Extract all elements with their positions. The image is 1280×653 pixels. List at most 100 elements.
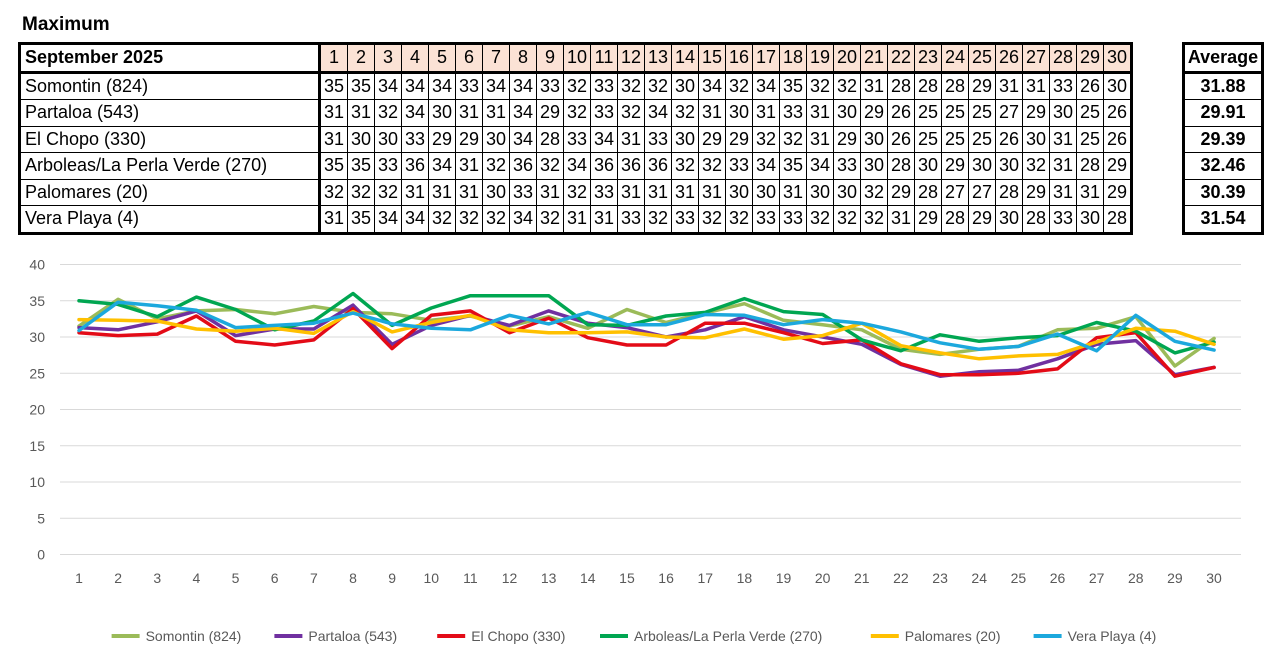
series-line-5: [77, 300, 1216, 353]
temperature-cell: 30: [1076, 205, 1104, 234]
series-line-2: [77, 306, 1216, 378]
day-header-cell: 26: [995, 43, 1023, 74]
temperature-cell: 30: [1103, 71, 1132, 100]
day-header-cell: 10: [563, 43, 591, 74]
temperature-cell: 32: [563, 71, 591, 100]
temperature-cell: 29: [860, 99, 888, 127]
temperature-cell: 29: [455, 125, 483, 153]
temperature-cell: 32: [698, 205, 726, 234]
temperature-cell: 25: [1076, 125, 1104, 153]
day-header-cell: 21: [860, 43, 888, 74]
temperature-cell: 34: [401, 99, 429, 127]
x-tick-label: 25: [1011, 570, 1027, 586]
temperature-cell: 29: [1103, 152, 1132, 180]
average-row: 29.91: [1183, 99, 1263, 127]
day-header-cell: 25: [968, 43, 996, 74]
series-line-4: [77, 309, 1216, 361]
temperature-cell: 30: [806, 178, 834, 206]
station-name: Somontin (824): [19, 71, 321, 100]
temperature-cell: 33: [1049, 205, 1077, 234]
temperature-cell: 36: [509, 152, 537, 180]
table-row: Partaloa (543) 31 31 32 34 30 31 31 34 29 32 33 32 34…: [19, 99, 1132, 127]
day-header-cell: 30: [1103, 43, 1132, 74]
x-tick-label: 22: [893, 570, 909, 586]
temperature-cell: 35: [319, 152, 348, 180]
day-header-cell: 4: [401, 43, 429, 74]
temperature-cell: 31: [1049, 125, 1077, 153]
temperature-cell: 31: [779, 178, 807, 206]
temperature-cell: 34: [428, 152, 456, 180]
table-row: Palomares (20) 32 32 32 31 31 31 30 33 31 32 33 31 31…: [19, 178, 1132, 206]
temperature-cell: 36: [617, 152, 645, 180]
x-tick-label: 1: [75, 570, 83, 586]
temperature-cell: 32: [1022, 152, 1050, 180]
y-tick-label: 10: [29, 474, 45, 490]
temperature-cell: 32: [536, 152, 564, 180]
temperature-cell: 32: [860, 178, 888, 206]
x-tick-label: 15: [619, 570, 635, 586]
day-header-cell: 27: [1022, 43, 1050, 74]
day-header-cell: 17: [752, 43, 780, 74]
temperature-cell: 31: [860, 71, 888, 100]
temperature-cell: 28: [941, 71, 969, 100]
temperature-cell: 34: [509, 205, 537, 234]
temperature-cell: 29: [968, 205, 996, 234]
station-name: Palomares (20): [19, 178, 321, 206]
temperature-cell: 35: [347, 205, 375, 234]
temperature-cell: 31: [617, 125, 645, 153]
temperature-cell: 31: [319, 99, 348, 127]
temperature-cell: 30: [833, 99, 861, 127]
x-tick-label: 2: [114, 570, 122, 586]
day-header-cell: 13: [644, 43, 672, 74]
temperature-cell: 30: [347, 125, 375, 153]
x-tick-label: 13: [541, 570, 557, 586]
average-row: 29.39: [1183, 125, 1263, 153]
x-tick-label: 17: [697, 570, 713, 586]
temperature-cell: 32: [455, 205, 483, 234]
x-tick-label: 21: [854, 570, 870, 586]
temperature-cell: 32: [319, 178, 348, 206]
average-value: 31.88: [1183, 71, 1263, 100]
x-tick-label: 14: [580, 570, 596, 586]
average-header-row: Average: [1183, 43, 1263, 74]
day-header-cell: 19: [806, 43, 834, 74]
temperature-cell: 32: [806, 205, 834, 234]
temperature-cell: 30: [725, 178, 753, 206]
average-row: 30.39: [1183, 178, 1263, 206]
temperature-cell: 32: [482, 205, 510, 234]
temperature-cell: 33: [617, 205, 645, 234]
day-header-cell: 15: [698, 43, 726, 74]
temperature-cell: 25: [968, 125, 996, 153]
temperature-cell: 33: [563, 125, 591, 153]
table-row: Somontin (824) 35 35 34 34 34 33 34 34 33 32 33 32 32…: [19, 71, 1132, 100]
temperature-cell: 32: [833, 71, 861, 100]
day-header-cell: 3: [374, 43, 402, 74]
temperature-cell: 32: [428, 205, 456, 234]
day-header-cell: 7: [482, 43, 510, 74]
temperature-cell: 34: [563, 152, 591, 180]
temperature-cell: 32: [752, 125, 780, 153]
station-name: Partaloa (543): [19, 99, 321, 127]
temperature-cell: 34: [374, 205, 402, 234]
temperature-cell: 33: [752, 205, 780, 234]
temperature-cell: 30: [833, 178, 861, 206]
temperature-cell: 31: [1049, 152, 1077, 180]
temperature-cell: 31: [752, 99, 780, 127]
legend-item: El Chopo (330): [437, 628, 565, 644]
temperature-cell: 28: [995, 178, 1023, 206]
temperature-cell: 33: [644, 125, 672, 153]
temperature-cell: 34: [806, 152, 834, 180]
temperature-cell: 28: [1076, 152, 1104, 180]
x-tick-label: 12: [502, 570, 518, 586]
temperature-cell: 32: [644, 205, 672, 234]
temperature-cell: 26: [1103, 99, 1132, 127]
temperature-cell: 33: [455, 71, 483, 100]
temperature-cell: 31: [671, 178, 699, 206]
temperature-cell: 32: [644, 71, 672, 100]
average-value: 31.54: [1183, 205, 1263, 234]
temperature-cell: 32: [671, 152, 699, 180]
temperature-cell: 30: [995, 205, 1023, 234]
y-tick-label: 30: [29, 329, 45, 345]
day-header-cell: 8: [509, 43, 537, 74]
temperature-cell: 35: [779, 71, 807, 100]
